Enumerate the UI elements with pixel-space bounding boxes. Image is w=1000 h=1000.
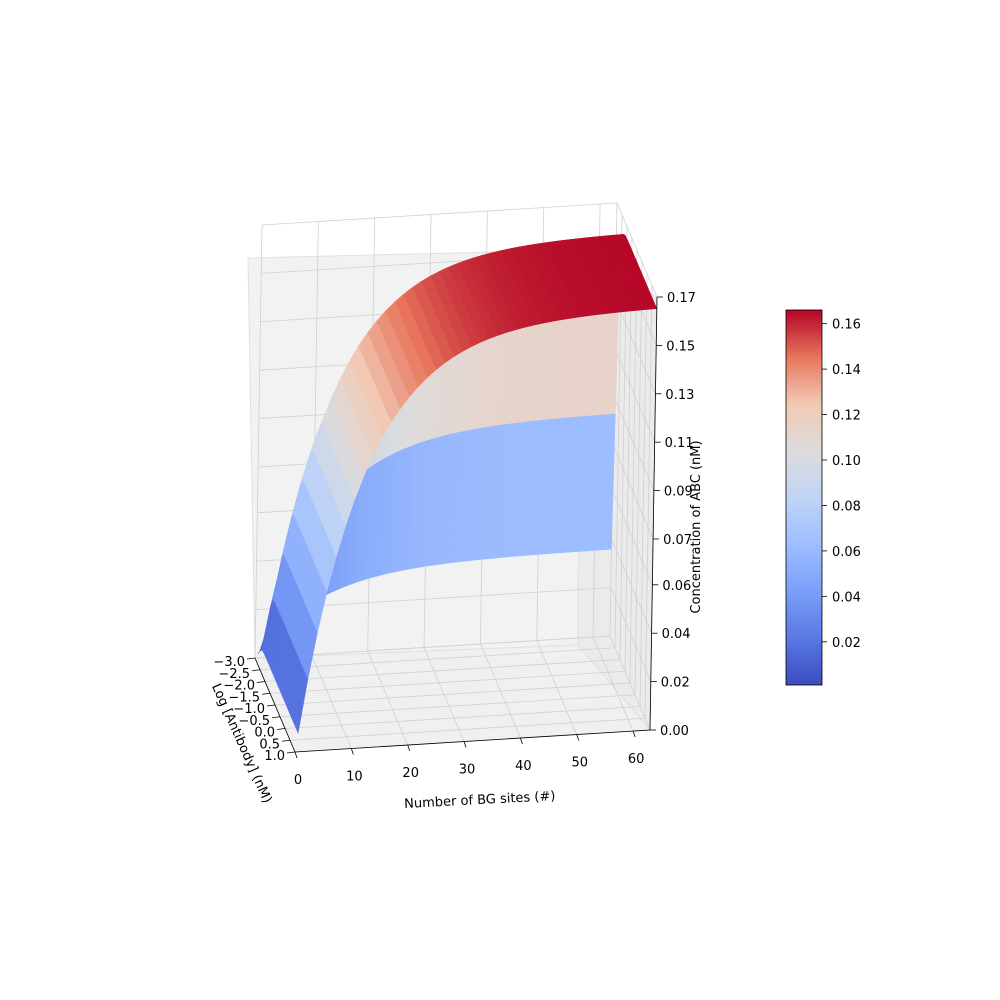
- x-tick-label: 0: [294, 773, 302, 788]
- x-tick-label: 30: [459, 763, 476, 778]
- y-tick-label: −0.5: [238, 714, 270, 729]
- y-tick-mark: [281, 739, 291, 742]
- y-tick-mark: [276, 728, 286, 730]
- z-axis-line: [649, 296, 658, 731]
- colorbar-tick-label: 0.02: [832, 636, 861, 651]
- colorbar-tick-label: 0.10: [832, 454, 861, 469]
- z-tick-label: 0.13: [665, 388, 694, 403]
- colorbar-tick-label: 0.12: [832, 409, 861, 424]
- y-tick-label: −2.5: [218, 667, 250, 682]
- y-tick-label: 1.0: [264, 749, 285, 764]
- y-tick-mark: [266, 704, 276, 707]
- z-tick-label: 0.04: [662, 627, 691, 642]
- gridline-z: [261, 202, 658, 298]
- x-tick-label: 10: [346, 770, 363, 785]
- z-tick-label: 0.11: [665, 436, 694, 451]
- y-tick-mark: [251, 669, 261, 672]
- x-tick-label: 40: [515, 759, 532, 774]
- gridline-z: [255, 587, 652, 682]
- y-tick-mark: [256, 681, 266, 683]
- y-tick-label: −3.0: [213, 655, 245, 670]
- colorbar-tick-label: 0.06: [832, 545, 861, 560]
- x-tick-label: 50: [571, 756, 588, 771]
- x-ticks: 0 10 20 30 40 50 60: [294, 730, 645, 788]
- colorbar-gradient: [785, 309, 823, 686]
- colorbar: 0.02 0.04 0.06 0.08 0.10 0.12 0.14 0.16: [785, 309, 861, 686]
- z-tick-label: 0.17: [667, 291, 696, 306]
- z-axis-label: Concentration of ABC (nM): [689, 440, 704, 613]
- y-tick-mark: [271, 716, 281, 719]
- z-tick-label: 0.09: [664, 485, 693, 500]
- y-tick-mark: [286, 751, 296, 754]
- colorbar-tick-label: 0.14: [832, 363, 861, 378]
- x-tick-mark: [576, 734, 580, 741]
- x-tick-mark: [294, 751, 298, 759]
- y-tick-label: −1.0: [233, 702, 265, 717]
- y-tick-label: −1.5: [228, 690, 260, 705]
- x-axis-label: Number of BG sites (#): [404, 789, 556, 812]
- y-tick-mark: [261, 692, 271, 695]
- x-tick-mark: [463, 741, 467, 748]
- z-tick-label: 0.00: [660, 724, 689, 739]
- x-tick-label: 60: [628, 752, 645, 767]
- y-tick-label: 0.5: [259, 737, 280, 752]
- x-tick-mark: [350, 748, 354, 755]
- z-tick-label: 0.06: [662, 579, 691, 594]
- y-tick-label: −2.0: [223, 679, 255, 694]
- y-ticks: −3.0−2.5−2.0−1.5−1.0−0.50.00.51.0: [213, 655, 296, 764]
- surface-plot: [257, 234, 658, 735]
- colorbar-tick-label: 0.04: [832, 590, 861, 605]
- y-tick-label: 0.0: [254, 726, 275, 741]
- y-tick-mark: [246, 657, 256, 660]
- gridline-z: [254, 635, 651, 731]
- x-tick-mark: [632, 730, 636, 738]
- z-tick-label: 0.07: [663, 533, 692, 548]
- z-tick-label: 0.02: [661, 676, 690, 691]
- x-tick-label: 20: [402, 766, 419, 781]
- x-tick-mark: [407, 744, 411, 752]
- x-tick-mark: [520, 737, 523, 745]
- surface-patch: [296, 674, 309, 735]
- colorbar-tick-label: 0.16: [832, 318, 861, 333]
- colorbar-tick-label: 0.08: [832, 499, 861, 514]
- z-ticks: 0.00 0.02 0.04 0.06 0.07 0.09 0.11 0.13 0.15 0.17: [650, 291, 696, 739]
- colorbar-ticks: 0.02 0.04 0.06 0.08 0.10 0.12 0.14 0.16: [822, 318, 861, 651]
- z-tick-label: 0.15: [666, 339, 695, 354]
- x-axis-line: [294, 729, 651, 753]
